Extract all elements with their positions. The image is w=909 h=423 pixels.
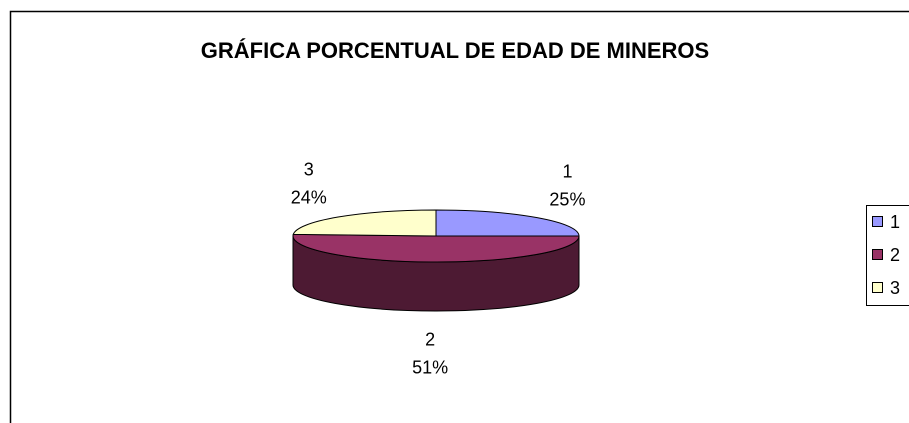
pie-slice bbox=[292, 233, 580, 263]
legend-label: 2 bbox=[890, 245, 900, 265]
legend-label: 1 bbox=[890, 212, 900, 232]
data-label-category: 1 bbox=[562, 161, 572, 181]
chart-title: GRÁFICA PORCENTUAL DE EDAD DE MINEROS bbox=[201, 38, 709, 63]
pie-slice bbox=[292, 209, 437, 237]
data-label-category: 2 bbox=[425, 330, 435, 350]
legend-label: 3 bbox=[890, 278, 900, 298]
data-label-value: 24% bbox=[291, 188, 327, 208]
data-label-value: 25% bbox=[549, 189, 585, 209]
legend-swatch bbox=[872, 216, 883, 227]
data-label-value: 51% bbox=[412, 358, 448, 378]
pie-slice bbox=[435, 209, 580, 237]
pie bbox=[292, 209, 580, 312]
legend-swatch bbox=[872, 282, 883, 293]
data-label-category: 3 bbox=[304, 160, 314, 180]
legend-swatch bbox=[872, 249, 883, 260]
